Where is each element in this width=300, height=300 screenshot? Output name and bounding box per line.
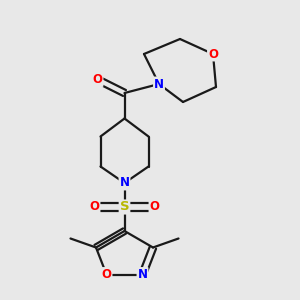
Text: S: S xyxy=(120,200,129,214)
Text: O: O xyxy=(101,268,112,281)
Text: O: O xyxy=(89,200,100,214)
Text: N: N xyxy=(137,268,148,281)
Text: O: O xyxy=(92,73,103,86)
Text: O: O xyxy=(208,47,218,61)
Text: N: N xyxy=(119,176,130,190)
Text: O: O xyxy=(149,200,160,214)
Text: N: N xyxy=(154,77,164,91)
